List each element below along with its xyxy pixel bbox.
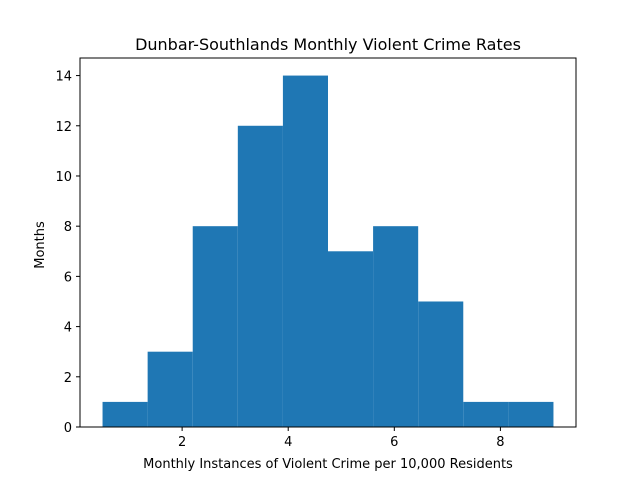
- bars-group: [102, 75, 554, 428]
- histogram-bar-3: [192, 226, 238, 427]
- y-tick-label: 10: [55, 170, 72, 185]
- histogram-bar-1: [102, 401, 148, 427]
- histogram-bar-4: [237, 125, 283, 427]
- y-tick-label: 8: [64, 220, 72, 235]
- x-tick-label: 6: [390, 435, 398, 450]
- histogram-bar-5: [282, 75, 328, 428]
- y-tick-label: 4: [64, 321, 72, 336]
- x-tick-label: 4: [284, 435, 292, 450]
- y-tick-label: 2: [64, 371, 72, 386]
- histogram-bar-8: [418, 301, 464, 427]
- chart-title: Dunbar-Southlands Monthly Violent Crime …: [135, 35, 521, 54]
- y-axis-ticks: 0 2 4 6 8 10 12 14: [55, 70, 80, 436]
- histogram-bar-2: [147, 351, 193, 427]
- histogram-bar-6: [328, 251, 374, 427]
- x-tick-label: 8: [496, 435, 504, 450]
- y-tick-label: 12: [55, 120, 72, 135]
- y-tick-label: 0: [64, 421, 72, 436]
- y-tick-label: 14: [55, 70, 72, 85]
- x-tick-label: 2: [178, 435, 186, 450]
- histogram-bar-9: [463, 401, 509, 427]
- histogram-bar-10: [508, 401, 554, 427]
- x-axis-label: Monthly Instances of Violent Crime per 1…: [143, 457, 513, 472]
- histogram-bar-7: [373, 226, 419, 427]
- x-axis-ticks: 2 4 6 8: [178, 427, 505, 450]
- y-axis-label: Months: [33, 221, 48, 269]
- y-tick-label: 6: [64, 270, 72, 285]
- plot-frame: [79, 57, 577, 428]
